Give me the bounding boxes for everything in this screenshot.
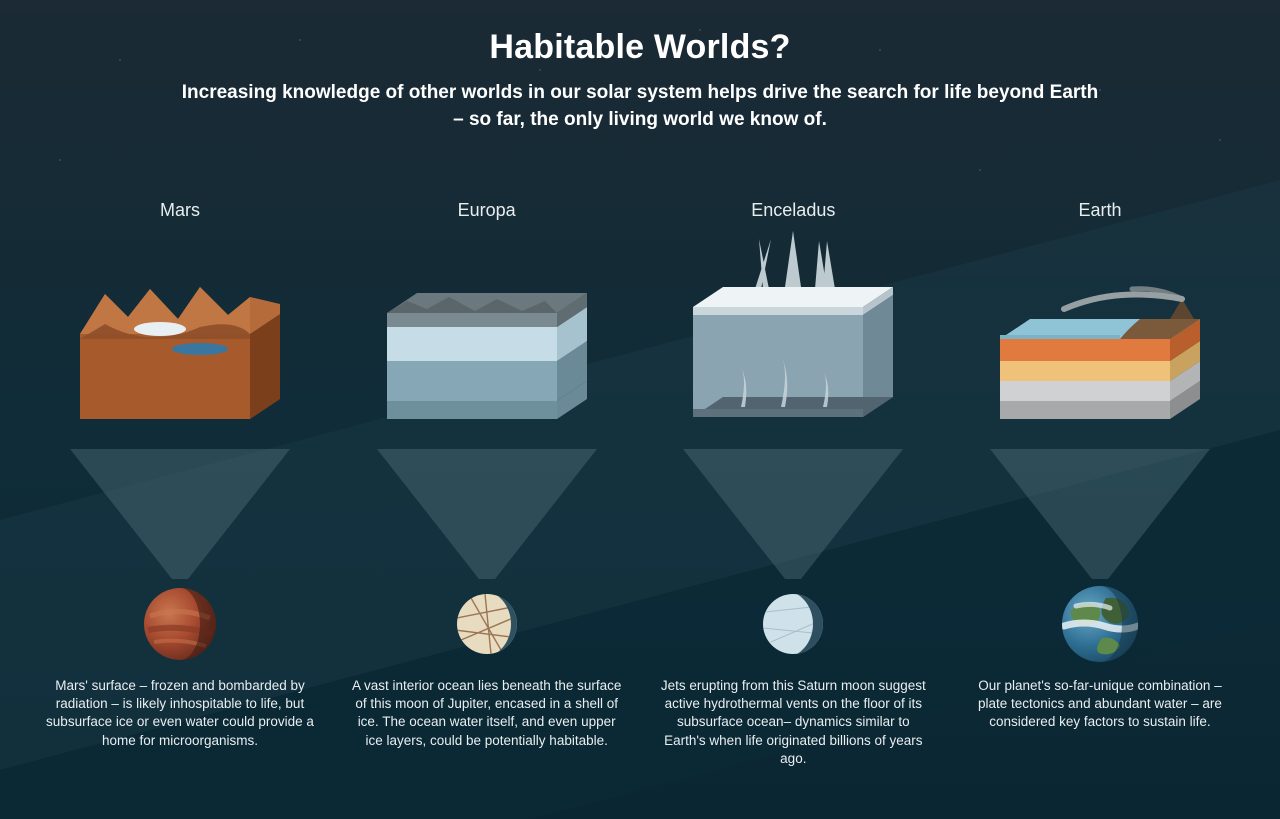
enceladus-cube-area	[653, 229, 933, 449]
europa-connector	[347, 449, 627, 579]
world-label-europa: Europa	[347, 200, 627, 221]
page-title: Habitable Worlds?	[0, 28, 1280, 67]
world-earth: Earth	[960, 200, 1240, 819]
earth-description: Our planet's so-far-unique combination –…	[960, 669, 1240, 732]
infographic-root: Habitable Worlds? Increasing knowledge o…	[0, 0, 1280, 819]
earth-sphere-area	[960, 579, 1240, 669]
mars-cube-area	[40, 229, 320, 449]
subtitle-line-1: Increasing knowledge of other worlds in …	[182, 82, 1098, 103]
enceladus-connector	[653, 449, 933, 579]
mars-connector	[40, 449, 320, 579]
worlds-row: Mars	[40, 200, 1240, 819]
europa-description: A vast interior ocean lies beneath the s…	[347, 669, 627, 750]
world-europa: Europa	[347, 200, 627, 819]
world-mars: Mars	[40, 200, 320, 819]
earth-sphere-icon	[1058, 582, 1142, 666]
mars-block-icon	[50, 249, 310, 449]
mars-sphere-area	[40, 579, 320, 669]
world-label-enceladus: Enceladus	[653, 200, 933, 221]
earth-connector	[960, 449, 1240, 579]
europa-block-icon	[357, 249, 617, 449]
earth-cube-area	[960, 229, 1240, 449]
world-label-earth: Earth	[960, 200, 1240, 221]
world-enceladus: Enceladus	[653, 200, 933, 819]
enceladus-sphere-area	[653, 579, 933, 669]
subtitle-line-2: – so far, the only living world we know …	[453, 109, 827, 130]
mars-sphere-icon	[140, 584, 220, 664]
europa-sphere-area	[347, 579, 627, 669]
mars-description: Mars' surface – frozen and bombarded by …	[40, 669, 320, 750]
europa-cube-area	[347, 229, 627, 449]
earth-block-icon	[970, 249, 1230, 449]
enceladus-sphere-icon	[757, 588, 829, 660]
europa-sphere-icon	[451, 588, 523, 660]
world-label-mars: Mars	[40, 200, 320, 221]
enceladus-description: Jets erupting from this Saturn moon sugg…	[653, 669, 933, 768]
enceladus-block-icon	[663, 229, 923, 449]
page-subtitle: Increasing knowledge of other worlds in …	[0, 80, 1280, 133]
